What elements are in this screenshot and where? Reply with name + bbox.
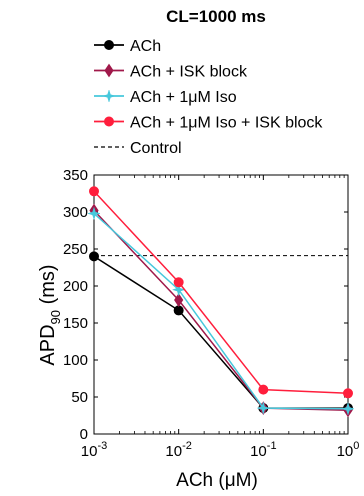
data-point: [89, 186, 99, 197]
legend-marker: [102, 89, 116, 103]
axes: 0 50 100 150 200 250 300 350 10-3 10-2 10-1 100: [63, 167, 359, 460]
data-point: [87, 206, 101, 221]
legend-marker: [104, 40, 114, 50]
series-3: [87, 206, 355, 416]
data-point: [173, 305, 184, 316]
y-tick-label: 100: [63, 352, 88, 369]
y-axis-label: APD90 (ms): [37, 264, 63, 365]
series-line: [93, 190, 349, 395]
series-2: [89, 203, 353, 418]
legend-label: ACh: [130, 38, 161, 55]
series-1: [89, 251, 353, 414]
data-point: [174, 293, 184, 307]
legend-label: ACh + ISK block: [130, 64, 248, 81]
legend-label: Control: [130, 140, 182, 157]
data-point: [343, 388, 353, 399]
legend-marker: [104, 63, 114, 78]
chart-title: CL=1000 ms: [166, 7, 266, 26]
plot-area: [87, 186, 355, 418]
series-line: [93, 212, 349, 410]
data-point: [258, 384, 269, 395]
data-point: [89, 251, 99, 262]
axes-frame: [93, 174, 349, 435]
series-line: [93, 209, 349, 412]
legend: ACh ACh + ISK block ACh + 1μM Iso ACh + 1μM…: [94, 38, 323, 157]
legend-entry: ACh: [94, 38, 161, 55]
legend-entry: ACh + 1μM Iso: [94, 89, 237, 106]
y-tick-label: 0: [80, 426, 88, 443]
series-4: [89, 186, 353, 399]
y-tick-label: 150: [63, 315, 88, 332]
legend-label: ACh + 1μM Iso + ISK block: [130, 115, 323, 132]
legend-entry: Control: [94, 140, 182, 157]
y-tick-label: 50: [71, 389, 88, 406]
y-tick-label: 350: [63, 167, 88, 184]
y-tick-label: 200: [63, 278, 88, 295]
x-axis-label: ACh (μM): [176, 470, 258, 491]
legend-label: ACh + 1μM Iso: [130, 89, 237, 106]
x-tick-label: 10-1: [250, 440, 276, 460]
y-tick-label: 300: [63, 204, 88, 221]
legend-marker: [104, 116, 114, 127]
x-tick-label: 10-3: [81, 440, 107, 460]
series-line: [93, 255, 348, 409]
data-point: [173, 277, 184, 288]
data-point: [341, 401, 355, 416]
x-tick-label: 100: [337, 440, 360, 460]
y-tick-label: 250: [63, 241, 88, 258]
legend-entry: ACh + 1μM Iso + ISK block: [94, 115, 323, 132]
data-point: [171, 282, 186, 297]
x-tick-label: 10-2: [165, 440, 191, 460]
legend-entry: ACh + ISK block: [94, 64, 248, 81]
data-point: [256, 401, 271, 415]
